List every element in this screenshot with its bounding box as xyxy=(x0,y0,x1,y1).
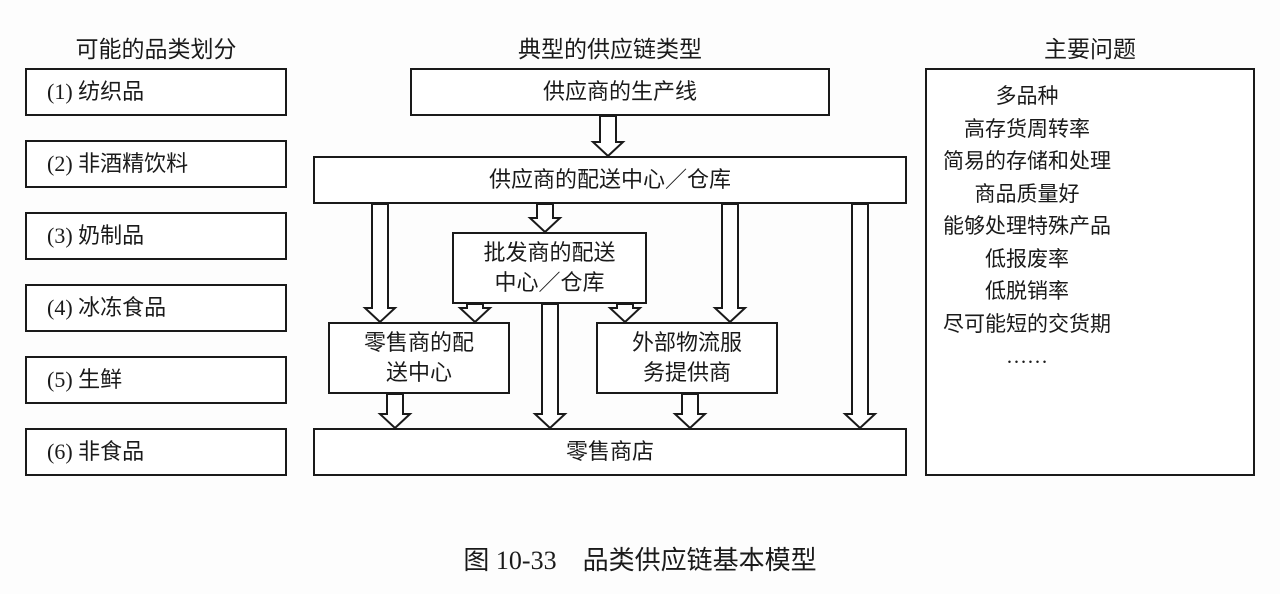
issue-item-4: 商品质量好 xyxy=(943,178,1111,211)
flow-arrow-6 xyxy=(460,304,490,322)
issue-item-6: 低报废率 xyxy=(943,243,1111,276)
node-retailer-dc: 零售商的配送中心 xyxy=(328,322,510,394)
issue-item-1: 多品种 xyxy=(943,80,1111,113)
flow-arrow-3 xyxy=(365,204,395,322)
category-box-5: (5) 生鲜 xyxy=(25,356,287,404)
issue-item-9: …… xyxy=(943,340,1111,373)
flow-arrow-9 xyxy=(380,394,410,428)
node-supplier-dc: 供应商的配送中心／仓库 xyxy=(313,156,907,204)
issues-box: 多品种高存货周转率简易的存储和处理商品质量好能够处理特殊产品低报废率低脱销率尽可… xyxy=(925,68,1255,476)
left-column-header: 可能的品类划分 xyxy=(25,30,287,64)
node-supplier-line: 供应商的生产线 xyxy=(410,68,830,116)
flow-arrow-2 xyxy=(530,204,560,232)
flow-arrow-1 xyxy=(593,116,623,156)
node-external-3pl: 外部物流服务提供商 xyxy=(596,322,778,394)
flow-arrow-8 xyxy=(535,304,565,428)
flow-arrow-7 xyxy=(610,304,640,322)
node-retailer-dc-label: 零售商的配送中心 xyxy=(364,328,474,387)
category-box-1: (1) 纺织品 xyxy=(25,68,287,116)
category-box-4: (4) 冰冻食品 xyxy=(25,284,287,332)
category-box-2: (2) 非酒精饮料 xyxy=(25,140,287,188)
issue-item-5: 能够处理特殊产品 xyxy=(943,210,1111,243)
issue-item-3: 简易的存储和处理 xyxy=(943,145,1111,178)
figure-caption: 图 10-33 品类供应链基本模型 xyxy=(0,540,1280,577)
flow-arrow-5 xyxy=(845,204,875,428)
issues-list: 多品种高存货周转率简易的存储和处理商品质量好能够处理特殊产品低报废率低脱销率尽可… xyxy=(943,80,1111,373)
node-wholesaler-dc: 批发商的配送中心／仓库 xyxy=(452,232,647,304)
node-retail-store: 零售商店 xyxy=(313,428,907,476)
issue-item-2: 高存货周转率 xyxy=(943,113,1111,146)
center-column-header: 典型的供应链类型 xyxy=(313,30,907,64)
issue-item-8: 尽可能短的交货期 xyxy=(943,308,1111,341)
category-box-6: (6) 非食品 xyxy=(25,428,287,476)
flow-arrow-4 xyxy=(715,204,745,322)
category-box-3: (3) 奶制品 xyxy=(25,212,287,260)
right-column-header: 主要问题 xyxy=(925,30,1255,64)
flow-arrow-10 xyxy=(675,394,705,428)
node-wholesaler-dc-label: 批发商的配送中心／仓库 xyxy=(483,238,615,297)
issue-item-7: 低脱销率 xyxy=(943,275,1111,308)
node-external-3pl-label: 外部物流服务提供商 xyxy=(632,328,742,387)
